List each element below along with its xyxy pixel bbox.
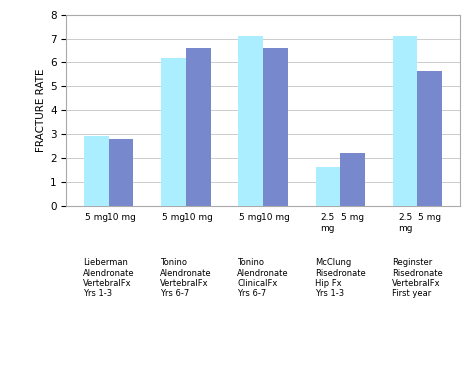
Bar [161,58,186,206]
Bar [392,36,417,206]
Bar [316,167,340,206]
Bar [186,48,210,206]
Text: Reginster
Risedronate
VertebralFx
First year: Reginster Risedronate VertebralFx First … [392,258,443,298]
Text: Tonino
Alendronate
ClinicalFx
Yrs 6-7: Tonino Alendronate ClinicalFx Yrs 6-7 [237,258,289,298]
Text: Tonino
Alendronate
VertebralFx
Yrs 6-7: Tonino Alendronate VertebralFx Yrs 6-7 [160,258,212,298]
Bar [417,71,442,206]
Bar [340,153,365,206]
Bar [263,48,288,206]
Bar [84,137,109,206]
Bar [238,36,263,206]
Text: Lieberman
Alendronate
VertebralFx
Yrs 1-3: Lieberman Alendronate VertebralFx Yrs 1-… [83,258,135,298]
Y-axis label: FRACTURE RATE: FRACTURE RATE [36,68,46,152]
Bar [109,139,134,206]
Text: McClung
Risedronate
Hip Fx
Yrs 1-3: McClung Risedronate Hip Fx Yrs 1-3 [315,258,365,298]
